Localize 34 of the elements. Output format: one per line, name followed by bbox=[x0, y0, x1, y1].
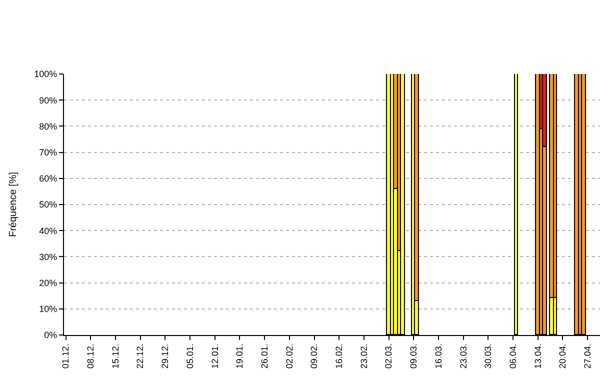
x-tick-label: 16.03. bbox=[433, 344, 444, 369]
x-tick-label: 15.12. bbox=[110, 344, 120, 369]
x-tick-label: 05.01. bbox=[184, 344, 195, 369]
x-tick-label: 29.12. bbox=[160, 344, 170, 369]
x-tick-label: 08.12. bbox=[86, 344, 96, 369]
x-tick-label: 20.04. bbox=[558, 344, 568, 369]
x-tick-label: 09.02. bbox=[309, 344, 320, 369]
y-tick-label: 90% bbox=[39, 95, 58, 106]
x-tick-label: 26.01. bbox=[259, 344, 270, 369]
x-tick-label: 22.12. bbox=[135, 344, 146, 369]
y-tick-label: 100% bbox=[34, 69, 58, 80]
x-tick-label: 19.01. bbox=[234, 344, 245, 369]
x-tick-label: 01.12. bbox=[60, 344, 71, 369]
x-tick-label: 23.02. bbox=[358, 344, 369, 369]
x-tick-label: 13.04. bbox=[532, 344, 543, 369]
x-tick-label: 30.03. bbox=[483, 344, 494, 369]
y-tick-label: 70% bbox=[39, 147, 58, 158]
y-tick-label: 20% bbox=[39, 278, 58, 288]
y-tick-label: 80% bbox=[39, 121, 58, 132]
x-tick-label: 06.04. bbox=[508, 344, 518, 369]
y-tick-label: 0% bbox=[44, 330, 58, 340]
x-tick-label: 16.02. bbox=[334, 344, 344, 369]
x-tick-label: 23.03. bbox=[458, 344, 468, 369]
x-tick-label: 27.04. bbox=[582, 344, 593, 369]
x-tick-label: 09.03. bbox=[408, 344, 419, 369]
y-tick-label: 40% bbox=[39, 226, 58, 236]
x-tick-label: 02.03. bbox=[384, 344, 394, 369]
y-tick-label: 10% bbox=[39, 304, 58, 314]
y-tick-label: 50% bbox=[39, 200, 58, 210]
y-tick-label: 30% bbox=[39, 252, 58, 262]
y-axis-title: Fréquence [%] bbox=[8, 172, 20, 238]
y-tick-label: 60% bbox=[39, 174, 58, 184]
x-tick-label: 02.02. bbox=[284, 344, 294, 369]
x-tick-label: 12.01. bbox=[210, 344, 220, 369]
